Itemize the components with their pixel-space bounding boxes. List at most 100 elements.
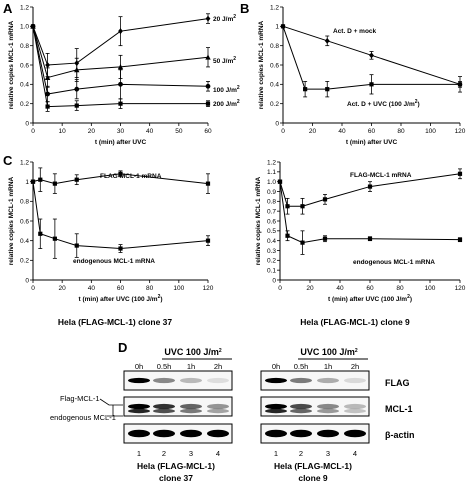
y-tick-label: 0.8 bbox=[20, 199, 29, 206]
x-tick-label: 50 bbox=[175, 128, 183, 135]
x-tick-label: 100 bbox=[425, 285, 436, 292]
chart-panel-b: 0 0.2 0.4 0.6 0.8 1 1.2 0 20 40 60 80 100 120 relative… bbox=[258, 4, 466, 146]
blot-band bbox=[128, 408, 150, 414]
series-line bbox=[279, 181, 461, 244]
y-tick-label: 0 bbox=[272, 277, 276, 284]
data-point bbox=[369, 52, 374, 59]
data-point bbox=[205, 15, 211, 22]
y-tick-label: 1.2 bbox=[270, 4, 279, 11]
data-point bbox=[30, 179, 36, 184]
data-point bbox=[280, 24, 286, 29]
x-tick-label: 20 bbox=[59, 285, 67, 292]
blot-label-actin: β-actin bbox=[385, 430, 415, 440]
series-1 bbox=[280, 24, 463, 98]
y-tick-label: 0.4 bbox=[267, 238, 276, 245]
timepoint-label: 1h bbox=[187, 362, 195, 371]
x-axis-label: t (min) after UVC (100 J/m2) bbox=[78, 294, 162, 303]
blot-band bbox=[128, 403, 150, 410]
x-tick-label: 20 bbox=[306, 285, 314, 292]
blot-frame bbox=[260, 423, 370, 444]
data-point bbox=[74, 177, 79, 182]
x-axis-label: t (min) after UVC (100 J/m2) bbox=[328, 294, 412, 303]
panel-label-c: C bbox=[3, 153, 13, 168]
y-tick-label: 0 bbox=[275, 120, 279, 127]
x-tick-label: 10 bbox=[59, 128, 67, 135]
data-point bbox=[74, 86, 80, 92]
series-1 bbox=[277, 179, 463, 255]
x-tick-label: 0 bbox=[31, 285, 35, 292]
data-point bbox=[367, 184, 373, 189]
blot-label-flag: FLAG bbox=[385, 378, 410, 388]
x-tick-label: 120 bbox=[203, 285, 214, 292]
blot-band bbox=[317, 403, 339, 410]
y-tick-label: 0.3 bbox=[267, 248, 276, 255]
y-tick-label: 0.9 bbox=[267, 189, 276, 196]
data-point bbox=[303, 87, 308, 92]
western-caption-right-1: Hela (FLAG-MCL-1) bbox=[274, 461, 352, 471]
data-point bbox=[322, 236, 328, 241]
data-point bbox=[285, 233, 290, 238]
y-tick-label: 0.1 bbox=[267, 267, 276, 274]
data-point bbox=[118, 81, 123, 87]
data-point bbox=[74, 66, 80, 73]
y-tick-label: 0.2 bbox=[270, 101, 279, 108]
x-tick-label: 20 bbox=[88, 128, 96, 135]
y-tick-label: 1.2 bbox=[20, 159, 29, 166]
data-point bbox=[45, 104, 50, 109]
blot-band bbox=[128, 429, 150, 438]
data-point bbox=[74, 243, 79, 248]
y-tick-label: 0.8 bbox=[20, 43, 29, 50]
blot-band bbox=[207, 403, 229, 410]
x-axis-label: t (min) after UVC bbox=[346, 139, 398, 146]
chart-panel-a: 0 0.2 0.4 0.6 0.8 1.0 1.2 0 10 20 30 40 50 60 relative… bbox=[8, 4, 240, 146]
x-tick-label: 0 bbox=[31, 128, 35, 135]
y-tick-label: 0.6 bbox=[267, 218, 276, 225]
y-axis-label: relative copies MCL-1 mRNA bbox=[8, 176, 15, 265]
panel-label-b: B bbox=[240, 1, 249, 16]
data-point bbox=[300, 240, 305, 245]
blot-frame bbox=[123, 423, 233, 444]
data-point bbox=[118, 246, 123, 251]
series-label: 100 J/m2 bbox=[213, 85, 240, 94]
y-tick-label: 0 bbox=[25, 120, 29, 127]
treatment-label: UVC 100 J/m2 bbox=[164, 347, 222, 357]
data-point bbox=[369, 82, 374, 87]
data-point bbox=[205, 54, 211, 60]
y-tick-label: 0.8 bbox=[267, 199, 276, 206]
x-tick-label: 0 bbox=[281, 128, 285, 135]
x-tick-label: 80 bbox=[396, 285, 404, 292]
data-point bbox=[74, 103, 79, 108]
data-point bbox=[45, 62, 50, 68]
blot-band bbox=[180, 377, 202, 384]
blot-band bbox=[207, 408, 229, 414]
blot-band bbox=[317, 429, 339, 438]
blot-band bbox=[153, 408, 175, 414]
chart-panel-c-left: 0 0.2 0.4 0.6 0.8 1 1.2 0 20 40 60 80 100 120 relative… bbox=[8, 159, 214, 303]
blot-band bbox=[180, 429, 202, 438]
blot-band bbox=[317, 408, 339, 414]
blot-band bbox=[153, 377, 175, 384]
side-label-bracket bbox=[99, 398, 123, 417]
y-tick-label: 0 bbox=[25, 277, 29, 284]
panel-label-d: D bbox=[118, 340, 127, 355]
y-tick-label: 1 bbox=[25, 179, 29, 186]
chart-panel-c-right: 0 0.1 0.2 0.3 0.4 0.5 0.6 0.7 0.8 0.9 1.0 1.1 1.2 0 20… bbox=[255, 159, 466, 303]
lane-number: 1 bbox=[274, 449, 278, 458]
panel-label-a: A bbox=[3, 1, 13, 16]
y-tick-label: 1.2 bbox=[267, 159, 276, 166]
blot-band bbox=[344, 403, 366, 410]
series-label: Act. D + UVC (100 J/m2) bbox=[347, 99, 420, 108]
series-label: 200 J/m2 bbox=[213, 99, 240, 108]
y-tick-label: 0.2 bbox=[20, 258, 29, 265]
series-label: endogenous MCL-1 mRNA bbox=[353, 259, 435, 266]
y-axis-label: relative copies MCL-1 mRNA bbox=[258, 20, 265, 109]
x-tick-label: 40 bbox=[338, 128, 346, 135]
x-tick-label: 80 bbox=[146, 285, 154, 292]
x-tick-label: 120 bbox=[455, 285, 466, 292]
blot-band bbox=[344, 429, 366, 438]
western-blot: UVC 100 J/m2 UVC 100 J/m2 0h 0.5h 1h 2h 1 2 3 4 0h… bbox=[50, 347, 415, 483]
timepoint-label: 2h bbox=[214, 362, 222, 371]
blot-band bbox=[344, 377, 366, 384]
blot-band bbox=[290, 429, 312, 438]
y-axis-label: relative copies MCL-1 mRNA bbox=[255, 176, 262, 265]
